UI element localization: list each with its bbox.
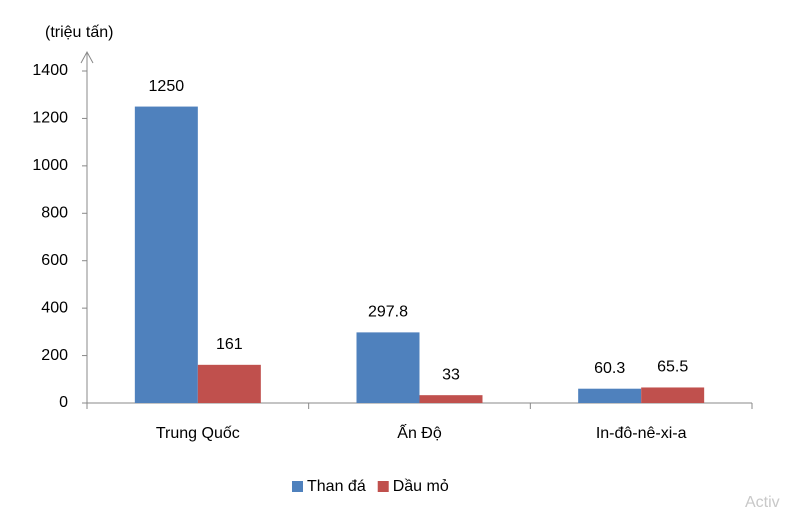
data-label: 65.5 bbox=[657, 359, 688, 376]
x-tick-label: Trung Quốc bbox=[156, 425, 240, 442]
y-tick-label: 800 bbox=[41, 205, 68, 222]
watermark: Activ bbox=[745, 494, 780, 507]
bar bbox=[197, 364, 261, 403]
data-label: 33 bbox=[442, 366, 460, 383]
bar bbox=[641, 387, 705, 403]
legend-swatch bbox=[292, 481, 303, 492]
bar bbox=[419, 395, 483, 403]
y-axis-label: (triệu tấn) bbox=[45, 24, 113, 41]
bar bbox=[356, 332, 420, 403]
legend-label: Dầu mỏ bbox=[393, 478, 449, 495]
bar bbox=[134, 106, 198, 404]
y-tick-label: 600 bbox=[41, 252, 68, 269]
bar bbox=[578, 388, 642, 403]
y-tick-label: 0 bbox=[59, 394, 68, 411]
legend-swatch bbox=[377, 481, 389, 492]
axis-arrow bbox=[80, 50, 94, 64]
y-tick-label: 1000 bbox=[32, 157, 68, 174]
y-tick-label: 200 bbox=[41, 347, 68, 364]
data-label: 297.8 bbox=[368, 304, 408, 321]
y-tick-label: 400 bbox=[41, 299, 68, 316]
x-tick-label: In-đô-nê-xi-a bbox=[596, 425, 687, 442]
data-label: 60.3 bbox=[594, 360, 625, 377]
data-label: 1250 bbox=[149, 78, 185, 95]
y-tick-label: 1400 bbox=[32, 62, 68, 79]
legend-label: Than đá bbox=[307, 478, 366, 495]
data-label: 161 bbox=[216, 336, 243, 353]
x-tick-label: Ấn Độ bbox=[397, 423, 442, 442]
y-tick-label: 1200 bbox=[32, 110, 68, 127]
